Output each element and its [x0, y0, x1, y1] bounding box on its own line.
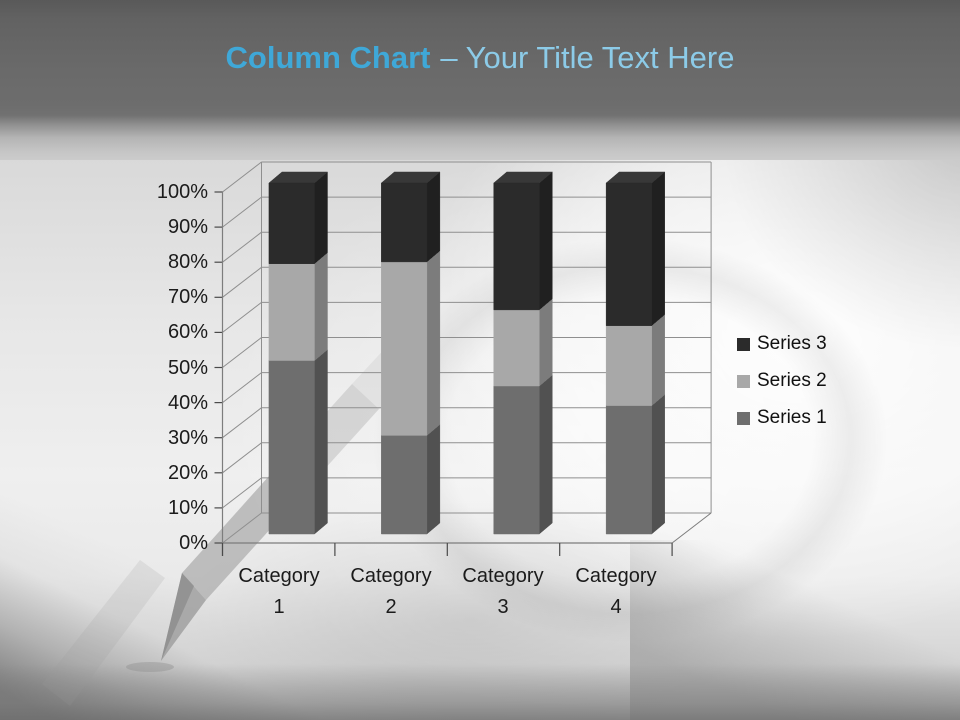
- y-axis-tick-label: 60%: [167, 321, 208, 344]
- legend-swatch-series-1: [737, 411, 750, 425]
- y-axis-tick-label: 40%: [167, 391, 208, 414]
- slide-title-subtitle-text: – Your Title Text Here: [440, 40, 735, 75]
- slide-title-bold-text: Column Chart: [225, 40, 431, 75]
- chart-legend: Series 3 Series 2 Series 1: [737, 332, 827, 443]
- legend-label-series-2: Series 2: [757, 370, 827, 391]
- legend-swatch-series-3: [737, 337, 750, 351]
- legend-label-series-1: Series 1: [757, 407, 827, 428]
- y-axis-tick-label: 100%: [156, 181, 208, 203]
- slide-title: Column Chart – Your Title Text Here: [0, 40, 960, 76]
- x-axis-label-category-2: Category 2: [350, 565, 432, 618]
- y-axis-tick-label: 50%: [167, 356, 208, 379]
- y-axis-tick-label: 90%: [167, 216, 208, 239]
- y-axis-tick-label: 0%: [179, 532, 208, 554]
- header-band: [0, 0, 960, 160]
- legend-item-series-1: Series 1: [737, 406, 827, 430]
- legend-item-series-2: Series 2: [737, 369, 827, 393]
- legend-label-series-3: Series 3: [757, 333, 827, 354]
- legend-swatch-series-2: [737, 374, 750, 388]
- top-right-shading: [620, 140, 960, 440]
- x-axis-label-category-3: Category 3: [462, 565, 544, 618]
- y-axis-tick-label: 80%: [167, 251, 208, 274]
- y-axis-tick-label: 20%: [167, 461, 208, 484]
- legend-item-series-3: Series 3: [737, 332, 827, 356]
- y-axis-tick-label: 10%: [167, 496, 208, 519]
- y-axis-tick-label: 30%: [167, 426, 208, 449]
- x-axis-label-category-4: Category 4: [575, 565, 657, 618]
- bottom-edge-shadow: [0, 664, 960, 720]
- x-axis-label-category-1: Category 1: [238, 565, 320, 618]
- y-axis-tick-label: 70%: [167, 286, 208, 309]
